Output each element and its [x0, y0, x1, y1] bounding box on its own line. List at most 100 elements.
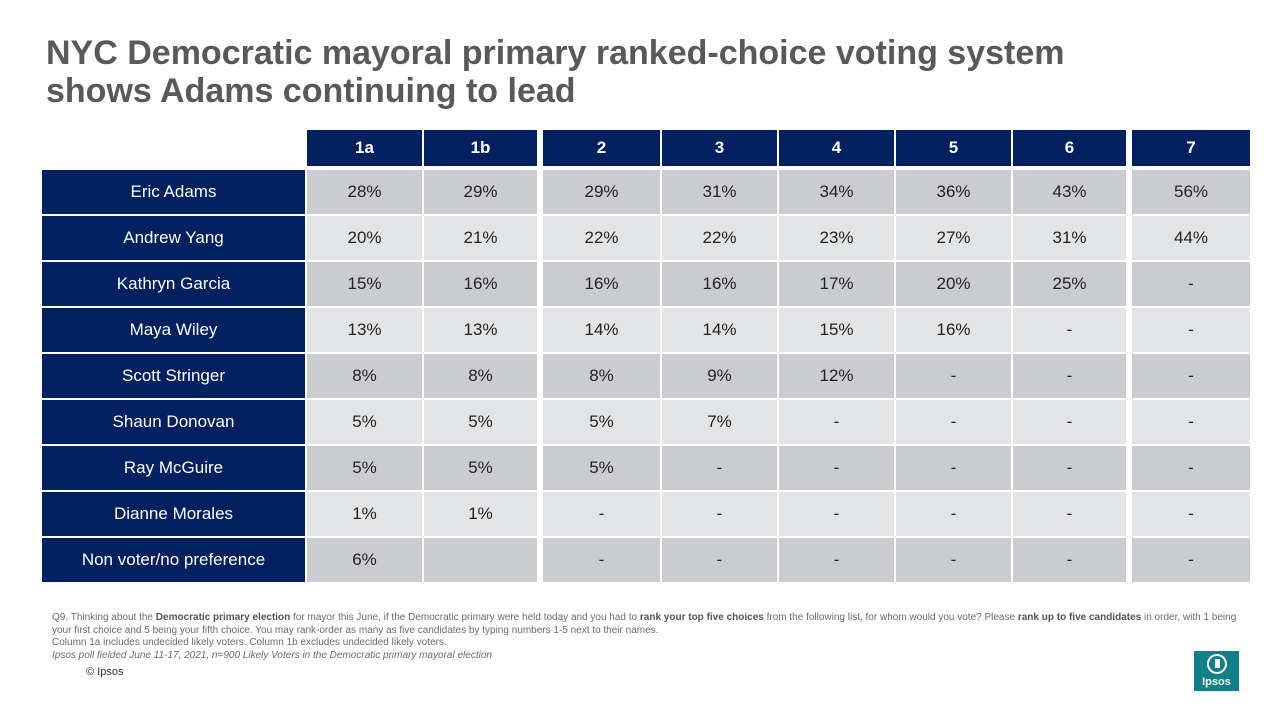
table-row: Andrew Yang 20% 21% 22% 22% 23% 27% 31% 44%	[42, 215, 1250, 262]
value-cell: -	[777, 445, 895, 492]
value-cell: -	[1011, 491, 1129, 538]
column-header: 1a	[305, 130, 423, 170]
value-cell: 36%	[894, 168, 1012, 216]
value-cell: 14%	[537, 307, 661, 354]
header-corner	[42, 130, 306, 170]
column-header: 6	[1011, 130, 1129, 170]
value-cell: -	[660, 491, 778, 538]
value-cell: -	[1126, 353, 1250, 400]
value-cell: 22%	[537, 215, 661, 262]
value-cell: 28%	[305, 168, 423, 216]
value-cell: -	[777, 537, 895, 584]
value-cell: 29%	[422, 168, 540, 216]
value-cell: 34%	[777, 168, 895, 216]
copyright: © Ipsos	[86, 666, 124, 678]
value-cell: 31%	[1011, 215, 1129, 262]
value-cell: 20%	[894, 261, 1012, 308]
footnote: Q9. Thinking about the Democratic primar…	[52, 612, 1242, 662]
value-cell: 9%	[660, 353, 778, 400]
value-cell: 5%	[305, 399, 423, 446]
value-cell: -	[777, 399, 895, 446]
value-cell: 15%	[777, 307, 895, 354]
footnote-columns-note: Column 1a includes undecided likely vote…	[52, 637, 447, 648]
value-cell: 29%	[537, 168, 661, 216]
value-cell: -	[894, 491, 1012, 538]
value-cell: 5%	[305, 445, 423, 492]
column-header: 4	[777, 130, 895, 170]
column-header: 2	[537, 130, 661, 170]
value-cell: 6%	[305, 537, 423, 584]
value-cell: 16%	[894, 307, 1012, 354]
value-cell: -	[894, 537, 1012, 584]
value-cell: -	[1126, 491, 1250, 538]
candidate-name: Non voter/no preference	[42, 537, 306, 584]
candidate-name: Dianne Morales	[42, 491, 306, 538]
value-cell: 27%	[894, 215, 1012, 262]
value-cell: 5%	[537, 445, 661, 492]
ipsos-mark-icon	[1206, 654, 1227, 674]
value-cell: 25%	[1011, 261, 1129, 308]
table-row: Maya Wiley 13% 13% 14% 14% 15% 16% - -	[42, 307, 1250, 354]
table-row: Non voter/no preference 6% - - - - - -	[42, 537, 1250, 584]
value-cell: 8%	[537, 353, 661, 400]
footnote-fielded: Ipsos poll fielded June 11-17, 2021, n=9…	[52, 649, 492, 661]
column-header: 7	[1126, 130, 1250, 170]
ipsos-logo: Ipsos	[1194, 651, 1239, 691]
table-row: Ray McGuire 5% 5% 5% - - - - -	[42, 445, 1250, 492]
value-cell: 56%	[1126, 168, 1250, 216]
candidate-name: Andrew Yang	[42, 215, 306, 262]
value-cell: -	[1011, 537, 1129, 584]
footnote-question: Q9. Thinking about the Democratic primar…	[52, 612, 1237, 636]
value-cell: -	[660, 537, 778, 584]
value-cell: 1%	[422, 491, 540, 538]
value-cell: 5%	[537, 399, 661, 446]
title-line-1: NYC Democratic mayoral primary ranked-ch…	[46, 34, 1065, 72]
value-cell: 13%	[305, 307, 423, 354]
candidate-name: Shaun Donovan	[42, 399, 306, 446]
results-table: 1a 1b 2 3 4 5 6 7 Eric Adams 28% 29% 29% 31%…	[42, 130, 1250, 584]
value-cell: -	[537, 491, 661, 538]
header-row: 1a 1b 2 3 4 5 6 7	[42, 130, 1250, 170]
title-line-2: shows Adams continuing to lead	[46, 72, 576, 110]
value-cell: 31%	[660, 168, 778, 216]
table-row: Scott Stringer 8% 8% 8% 9% 12% - - -	[42, 353, 1250, 400]
value-cell: 15%	[305, 261, 423, 308]
value-cell: -	[777, 491, 895, 538]
candidate-name: Eric Adams	[42, 168, 306, 216]
value-cell: -	[894, 445, 1012, 492]
table-row: Eric Adams 28% 29% 29% 31% 34% 36% 43% 56%	[42, 168, 1250, 216]
value-cell: -	[1011, 399, 1129, 446]
value-cell	[422, 537, 540, 584]
value-cell: 14%	[660, 307, 778, 354]
column-header: 5	[894, 130, 1012, 170]
value-cell: 17%	[777, 261, 895, 308]
value-cell: 13%	[422, 307, 540, 354]
value-cell: 8%	[422, 353, 540, 400]
value-cell: -	[1126, 445, 1250, 492]
value-cell: 7%	[660, 399, 778, 446]
table-row: Shaun Donovan 5% 5% 5% 7% - - - -	[42, 399, 1250, 446]
candidate-name: Ray McGuire	[42, 445, 306, 492]
value-cell: -	[1126, 537, 1250, 584]
value-cell: 16%	[537, 261, 661, 308]
value-cell: -	[1011, 445, 1129, 492]
value-cell: -	[660, 445, 778, 492]
value-cell: -	[1011, 307, 1129, 354]
column-header: 3	[660, 130, 778, 170]
value-cell: -	[1126, 307, 1250, 354]
value-cell: -	[894, 353, 1012, 400]
candidate-name: Scott Stringer	[42, 353, 306, 400]
table-row: Kathryn Garcia 15% 16% 16% 16% 17% 20% 25% -	[42, 261, 1250, 308]
value-cell: 12%	[777, 353, 895, 400]
value-cell: 16%	[660, 261, 778, 308]
value-cell: -	[1126, 399, 1250, 446]
logo-text: Ipsos	[1202, 676, 1231, 688]
value-cell: 5%	[422, 445, 540, 492]
page-title: NYC Democratic mayoral primary ranked-ch…	[46, 34, 1256, 110]
value-cell: 16%	[422, 261, 540, 308]
column-header: 1b	[422, 130, 540, 170]
value-cell: 20%	[305, 215, 423, 262]
value-cell: -	[894, 399, 1012, 446]
value-cell: -	[537, 537, 661, 584]
value-cell: 23%	[777, 215, 895, 262]
